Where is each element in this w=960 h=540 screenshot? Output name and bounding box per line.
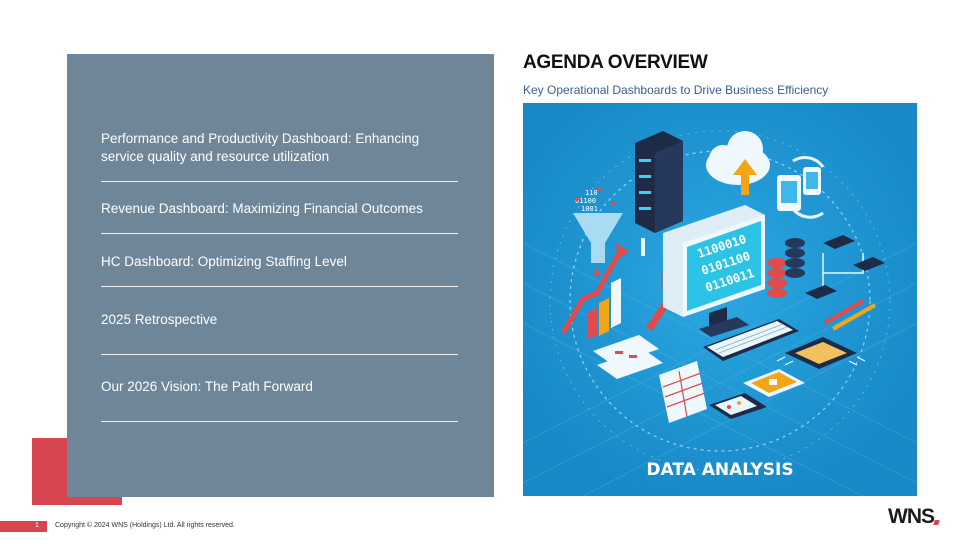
agenda-item-performance[interactable]: Performance and Productivity Dashboard: … (101, 131, 420, 164)
svg-text:110: 110 (585, 189, 598, 197)
calculator-icon (709, 393, 767, 419)
bar-chart-icon (560, 243, 629, 340)
page-number: 1 (35, 522, 39, 529)
agenda-divider (101, 286, 458, 287)
agenda-item-hc[interactable]: HC Dashboard: Optimizing Staffing Level (101, 254, 347, 269)
slide-title: AGENDA OVERVIEW (523, 52, 708, 73)
monitor-icon: 1100010 0101100 0110011 (663, 205, 765, 337)
agenda-divider (101, 233, 458, 234)
agenda-item-retrospective[interactable]: 2025 Retrospective (101, 312, 218, 327)
data-analysis-illustration: 01100 1001 110 1 (523, 103, 917, 496)
agenda-divider (101, 354, 458, 355)
agenda-divider (101, 181, 458, 182)
wns-logo: WNS (888, 505, 935, 528)
agenda-divider (101, 421, 458, 422)
svg-text:1001: 1001 (581, 205, 598, 213)
data-funnel-icon: 01100 1001 110 (573, 187, 623, 276)
database-icon (767, 238, 805, 298)
agenda-item-revenue[interactable]: Revenue Dashboard: Maximizing Financial … (101, 201, 423, 216)
network-icon (805, 235, 885, 299)
footer-accent-bar (0, 521, 47, 532)
processor-chip-icon (776, 337, 866, 369)
agenda-panel (67, 54, 494, 497)
orbit-ring (569, 150, 871, 452)
cloud-upload-icon (706, 131, 770, 195)
svg-text:01100: 01100 (575, 197, 596, 205)
pencil-icon (823, 299, 876, 331)
mobile-sync-icon (777, 156, 825, 219)
logo-accent-icon (933, 520, 940, 525)
secure-phone-icon (743, 369, 805, 397)
spreadsheet-icon (659, 361, 707, 423)
illustration-caption: DATA ANALYSIS (646, 460, 793, 480)
slide-subtitle: Key Operational Dashboards to Drive Busi… (523, 83, 829, 97)
server-rack-icon (635, 131, 683, 256)
copyright-text: Copyright © 2024 WNS (Holdings) Ltd. All… (55, 522, 235, 529)
flowchart-document-icon (593, 335, 663, 379)
agenda-item-vision[interactable]: Our 2026 Vision: The Path Forward (101, 379, 313, 394)
keyboard-icon (703, 319, 799, 361)
